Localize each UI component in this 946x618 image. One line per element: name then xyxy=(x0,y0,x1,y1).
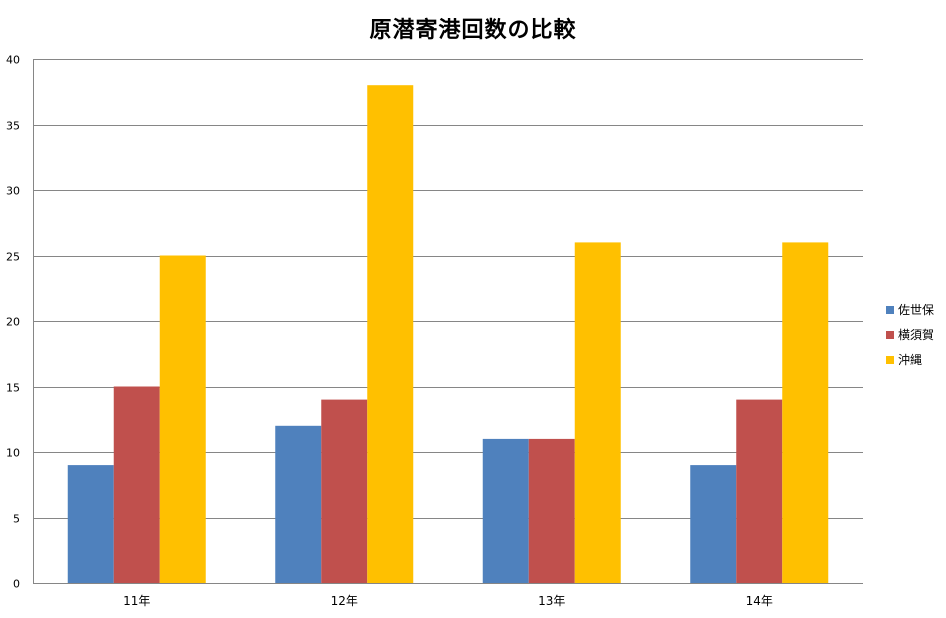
y-tick-label: 20 xyxy=(6,316,20,329)
legend-item: 佐世保 xyxy=(886,297,946,322)
x-tick-label: 13年 xyxy=(538,594,565,608)
bar-2-3 xyxy=(528,438,575,583)
bar-1-4 xyxy=(690,465,737,583)
bar-1-2 xyxy=(275,425,322,583)
legend-label: 横須賀 xyxy=(898,328,935,342)
chart-title: 原潜寄港回数の比較 xyxy=(369,18,577,43)
bar-3-2 xyxy=(367,85,414,583)
bar-2-4 xyxy=(736,399,783,583)
legend-label: 佐世保 xyxy=(898,303,935,317)
y-tick-label: 40 xyxy=(6,54,20,67)
legend-item: 横須賀 xyxy=(886,322,946,347)
axes: 0 5 10 15 20 25 30 35 40 11年 12年 13年 14年 xyxy=(6,54,773,609)
bar-3-3 xyxy=(574,242,621,583)
legend: 佐世保 横須賀 沖縄 xyxy=(886,297,946,372)
y-tick-label: 35 xyxy=(6,120,20,133)
x-tick-label: 11年 xyxy=(123,594,150,608)
y-tick-label: 30 xyxy=(6,185,20,198)
y-tick-label: 15 xyxy=(6,382,20,395)
y-tick-label: 25 xyxy=(6,251,20,264)
bar-2-1 xyxy=(113,386,160,583)
x-tick-label: 14年 xyxy=(746,594,773,608)
bars xyxy=(67,85,829,583)
x-tick-label: 12年 xyxy=(331,594,358,608)
y-tick-label: 10 xyxy=(6,447,20,460)
bar-1-3 xyxy=(482,438,529,583)
bar-1-1 xyxy=(67,465,114,583)
legend-swatch xyxy=(886,305,894,314)
bar-2-2 xyxy=(321,399,368,583)
legend-swatch xyxy=(886,330,894,339)
bar-3-4 xyxy=(782,242,829,583)
legend-item: 沖縄 xyxy=(886,347,946,372)
y-tick-label: 0 xyxy=(13,578,20,591)
y-tick-label: 5 xyxy=(13,513,20,526)
legend-label: 沖縄 xyxy=(898,353,923,367)
bar-3-1 xyxy=(159,255,206,583)
legend-swatch xyxy=(886,355,894,364)
